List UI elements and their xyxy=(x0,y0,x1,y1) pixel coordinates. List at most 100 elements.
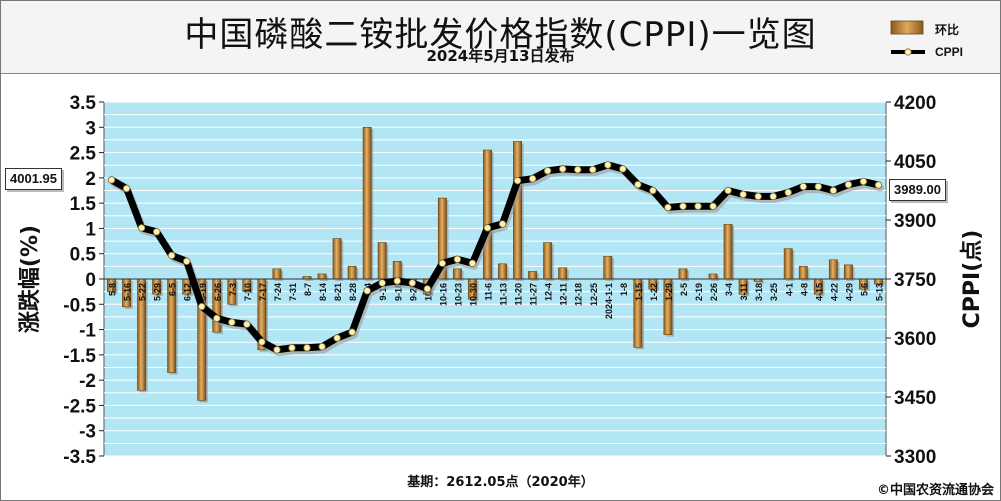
category-label: 4-15 xyxy=(814,283,824,301)
bar xyxy=(558,267,568,280)
category-label: 7-31 xyxy=(288,283,298,301)
bar xyxy=(708,273,718,280)
bar xyxy=(347,266,357,280)
cppi-point xyxy=(589,165,597,174)
cppi-point xyxy=(378,279,386,287)
cppi-point xyxy=(859,177,868,186)
cppi-point xyxy=(318,342,326,351)
cppi-point xyxy=(558,165,567,173)
cppi-point xyxy=(423,285,432,293)
chart-subtitle: 2024年5月13日发布 xyxy=(426,47,575,65)
cppi-point xyxy=(528,174,537,183)
cppi-point xyxy=(844,180,853,189)
cppi-point xyxy=(393,277,401,285)
left-tick-label: -2 xyxy=(79,371,96,392)
category-label: 6-26 xyxy=(213,283,223,301)
bar xyxy=(603,255,613,280)
left-tick-label: -3.5 xyxy=(63,447,96,468)
cppi-point xyxy=(167,251,176,260)
category-label: 2-19 xyxy=(694,283,704,301)
category-label: 12-18 xyxy=(574,283,584,306)
cppi-point xyxy=(483,224,492,232)
right-tick-label: 3300 xyxy=(894,447,936,468)
category-label: 1-15 xyxy=(634,283,644,301)
cppi-point xyxy=(333,334,341,342)
right-tick-label: 3600 xyxy=(894,329,936,350)
cppi-point xyxy=(784,188,792,197)
category-label: 7-24 xyxy=(273,283,283,301)
left-tick-label: 2.5 xyxy=(70,144,97,165)
left-tick-label: 1.5 xyxy=(70,194,97,215)
category-label: 2024-1-1 xyxy=(604,283,614,319)
cppi-point xyxy=(438,259,447,267)
category-label: 7-3 xyxy=(228,283,238,296)
category-label: 3-4 xyxy=(724,283,734,296)
category-label: 6-12 xyxy=(183,283,193,301)
left-tick-label: -3 xyxy=(79,422,96,443)
cppi-point xyxy=(348,328,356,336)
category-label: 12-25 xyxy=(589,283,599,306)
chart-header: 中国磷酸二铵批发价格指数(CPPI)一览图 2024年5月13日发布 环比 xyxy=(1,1,1000,74)
cppi-point xyxy=(754,192,762,201)
cppi-point xyxy=(574,165,582,174)
cppi-point xyxy=(739,190,747,199)
category-label: 1-8 xyxy=(619,283,629,296)
category-label: 2-26 xyxy=(709,283,719,301)
cppi-point xyxy=(213,314,221,323)
bar xyxy=(317,273,327,280)
legend-line-label: CPPI xyxy=(935,45,964,59)
last-value-callout: 3989.00 xyxy=(889,178,946,201)
legend-bar-swatch xyxy=(890,20,924,35)
category-label: 2-5 xyxy=(679,283,689,296)
right-tick-label: 4200 xyxy=(894,93,936,114)
category-label: 11-27 xyxy=(529,283,539,306)
category-label: 8-28 xyxy=(348,283,358,301)
category-label: 4-22 xyxy=(829,283,839,301)
category-label: 7-17 xyxy=(258,283,268,301)
bar xyxy=(528,271,538,280)
category-label: 11-13 xyxy=(499,283,509,306)
cppi-point xyxy=(604,161,612,169)
cppi-point xyxy=(122,184,131,193)
category-label: 7-10 xyxy=(243,283,253,301)
bar xyxy=(392,260,402,280)
bar xyxy=(332,238,342,280)
left-tick-label: 0 xyxy=(85,270,96,291)
cppi-point xyxy=(198,302,206,311)
cppi-point xyxy=(288,344,296,352)
category-label: 11-6 xyxy=(483,283,493,301)
category-label: 11-20 xyxy=(514,283,524,306)
cppi-point xyxy=(829,186,838,195)
bar xyxy=(828,259,838,280)
right-tick-label: 3450 xyxy=(894,388,936,409)
cppi-point xyxy=(273,346,281,354)
bar xyxy=(843,264,853,280)
legend-bar-label: 环比 xyxy=(935,23,960,37)
category-label: 8-14 xyxy=(318,283,328,301)
cppi-point xyxy=(258,338,266,346)
category-label: 12-11 xyxy=(559,283,569,306)
category-label: 3-25 xyxy=(769,283,779,301)
category-label: 6-19 xyxy=(198,283,208,301)
bar-shadow xyxy=(304,278,314,281)
category-label: 10-23 xyxy=(453,283,463,306)
right-axis-title: CPPI(点) xyxy=(959,230,985,329)
category-label: 8-7 xyxy=(303,283,313,296)
right-tick-label: 3750 xyxy=(894,270,936,291)
category-label: 9-25 xyxy=(408,283,418,301)
cppi-point xyxy=(453,255,462,264)
category-label: 4-1 xyxy=(784,283,794,296)
bar xyxy=(723,224,733,280)
category-label: 12-4 xyxy=(544,283,554,301)
category-label: 1-29 xyxy=(664,283,674,301)
cppi-point xyxy=(228,318,236,326)
bar xyxy=(272,268,282,280)
cppi-point xyxy=(679,202,687,210)
category-label: 5-29 xyxy=(153,283,163,301)
category-label: 6-5 xyxy=(168,283,178,296)
category-label: 5-22 xyxy=(138,283,148,301)
legend-item-line: CPPI xyxy=(889,43,989,61)
left-tick-label: 3.5 xyxy=(70,93,97,114)
left-tick-label: 2 xyxy=(85,169,96,190)
cppi-line xyxy=(108,161,882,354)
